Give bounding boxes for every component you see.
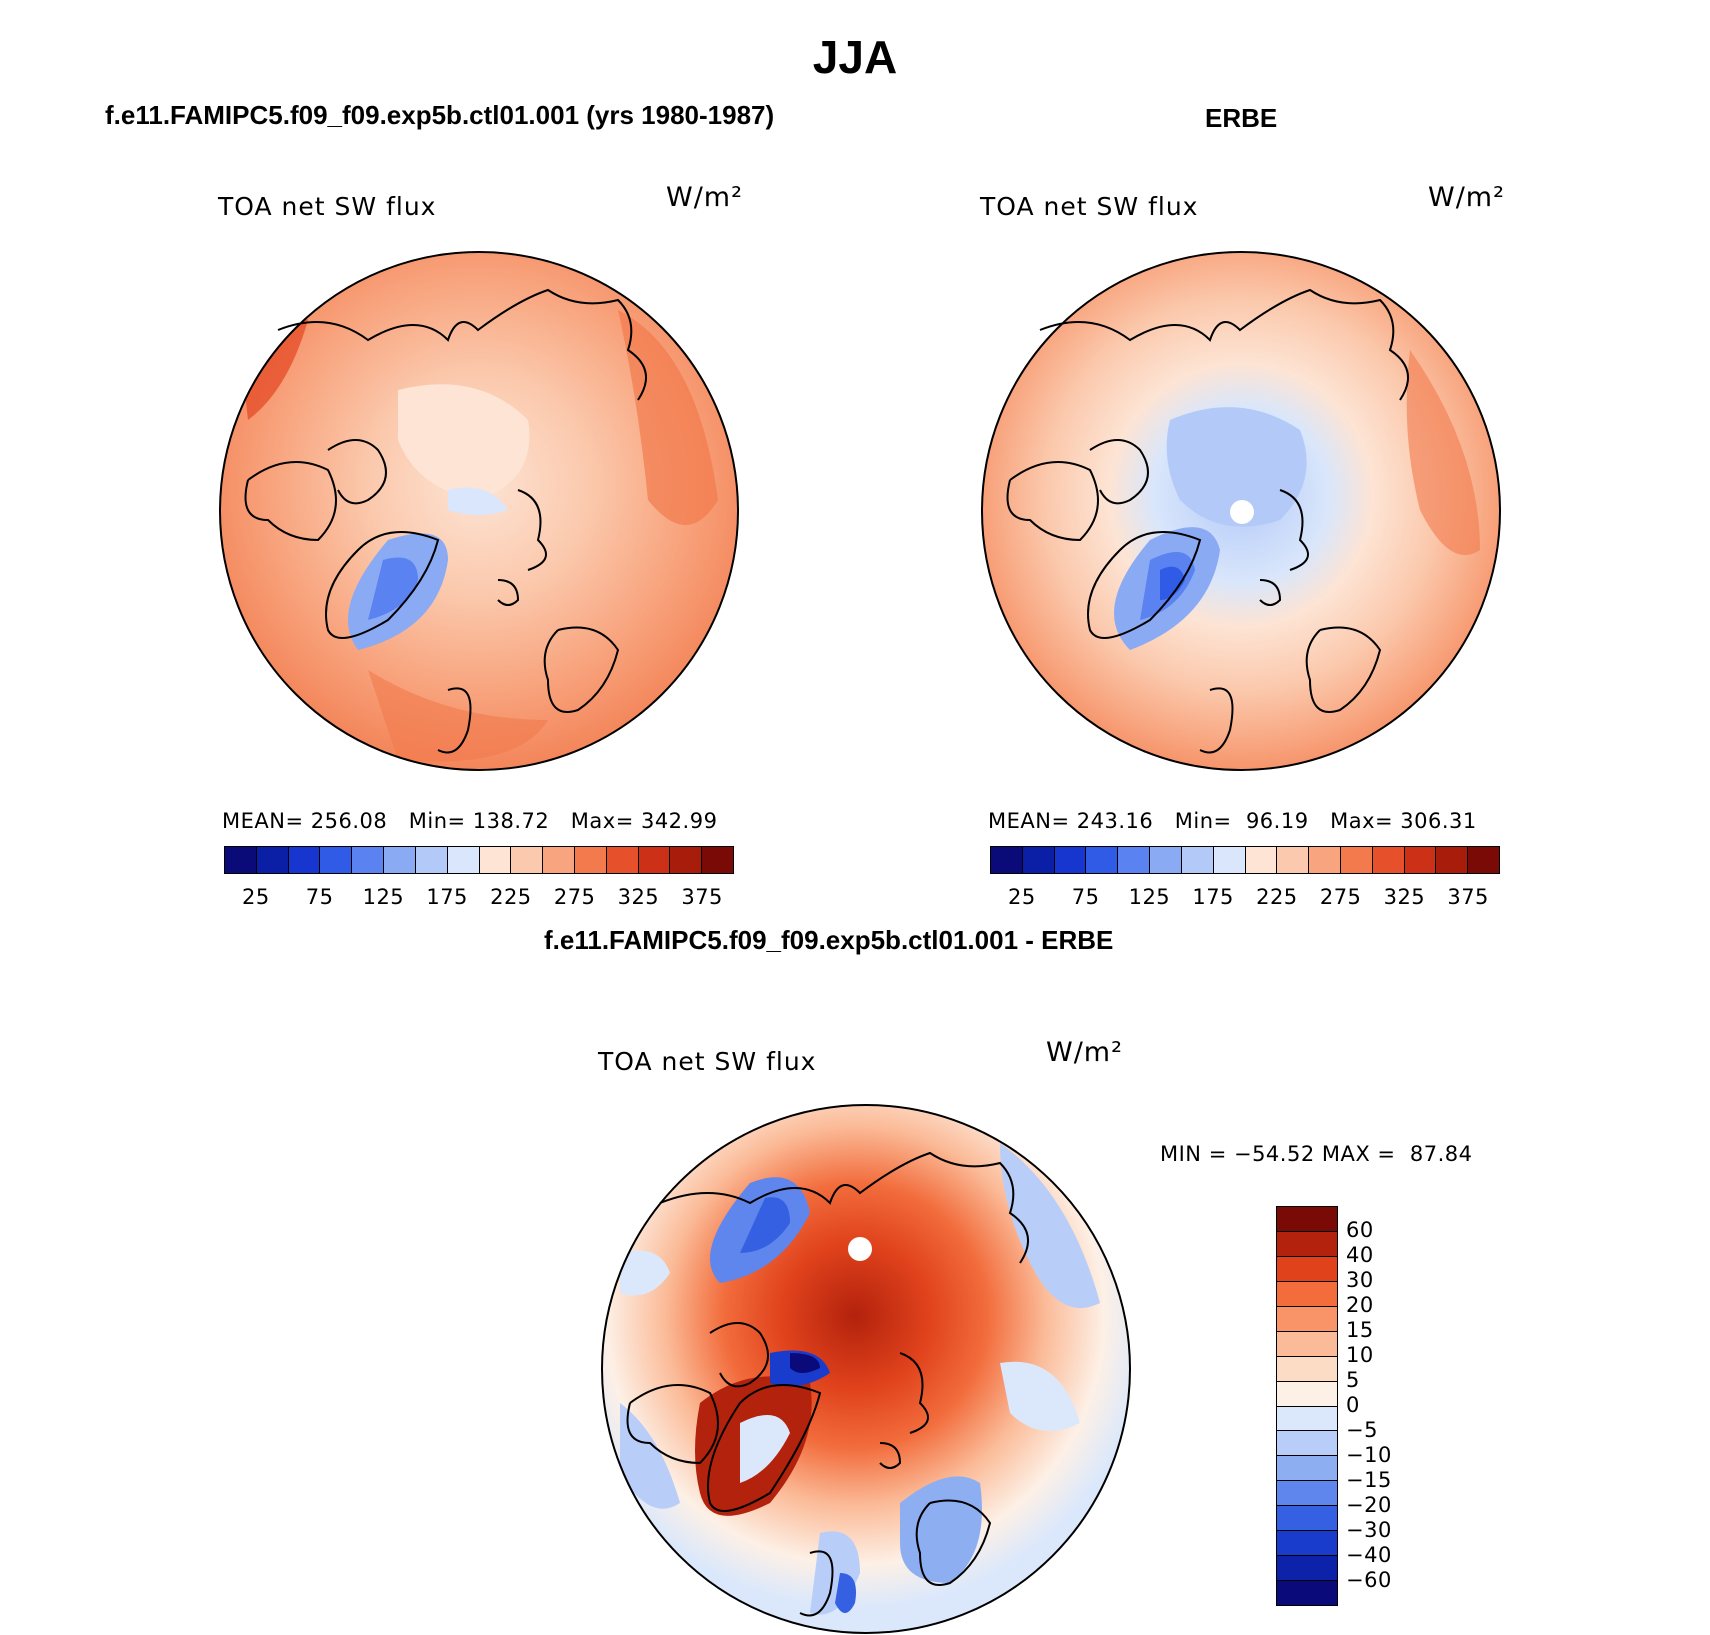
colorbar-tick-label: 225	[490, 885, 532, 909]
colorbar-swatch	[1277, 1256, 1337, 1282]
colorbar-swatch	[1054, 847, 1087, 873]
colorbar-tick-label: 75	[305, 885, 334, 909]
colorbar-swatch	[415, 847, 448, 873]
panel-3-header: f.e11.FAMIPC5.f09_f09.exp5b.ctl01.001 - …	[544, 925, 1114, 955]
colorbar-tick-label: −30	[1346, 1518, 1392, 1542]
colorbar-swatch	[288, 847, 321, 873]
colorbar-swatch	[1245, 847, 1278, 873]
colorbar-swatch	[1277, 1556, 1337, 1582]
panel-3-units: W/m²	[1046, 1037, 1123, 1068]
panel-3-stats: MIN = −54.52 MAX = 87.84	[1160, 1142, 1473, 1166]
colorbar-swatch	[702, 847, 733, 873]
panel-3-variable-label: TOA net SW flux	[598, 1047, 817, 1076]
colorbar-tick-label: 275	[1319, 885, 1362, 909]
figure-title: JJA	[812, 31, 898, 83]
colorbar-swatch	[670, 847, 703, 873]
colorbar-tick-label: 25	[1008, 885, 1036, 909]
colorbar-swatch	[543, 847, 575, 873]
colorbar-swatch	[225, 847, 257, 873]
colorbar-tick-label: −60	[1346, 1568, 1392, 1592]
colorbar-tick-label: 0	[1346, 1393, 1360, 1417]
colorbar-tick-label: 175	[426, 885, 468, 909]
panel-3-colorbar	[1276, 1206, 1338, 1606]
panel-2-variable-label: TOA net SW flux	[980, 192, 1199, 221]
panel-1-header: f.e11.FAMIPC5.f09_f09.exp5b.ctl01.001 (y…	[105, 100, 775, 130]
colorbar-tick-label: 75	[1071, 885, 1100, 909]
colorbar-swatch	[352, 847, 385, 873]
colorbar-swatch	[1150, 847, 1182, 873]
colorbar-swatch	[1277, 1281, 1337, 1307]
panel-1-units: W/m²	[666, 182, 743, 213]
panel-3-polar-map	[601, 1104, 1131, 1634]
colorbar-tick-label: 40	[1346, 1243, 1374, 1267]
colorbar-swatch	[1277, 1231, 1337, 1257]
colorbar-swatch	[1277, 1406, 1337, 1432]
colorbar-tick-label: 25	[242, 885, 270, 909]
colorbar-swatch	[1181, 847, 1214, 873]
colorbar-swatch	[1022, 847, 1055, 873]
panel-2-stats: MEAN= 243.16 Min= 96.19 Max= 306.31	[988, 809, 1477, 833]
colorbar-tick-label: 325	[1383, 885, 1426, 909]
colorbar-swatch	[1277, 1306, 1337, 1332]
colorbar-tick-label: 30	[1346, 1268, 1374, 1292]
colorbar-swatch	[1436, 847, 1469, 873]
colorbar-swatch	[1277, 1481, 1337, 1507]
colorbar-tick-label: 375	[681, 885, 723, 909]
colorbar-swatch	[1468, 847, 1499, 873]
panel-2-units: W/m²	[1428, 182, 1505, 213]
colorbar-tick-label: 325	[617, 885, 660, 909]
colorbar-swatch	[991, 847, 1023, 873]
colorbar-swatch	[1277, 1331, 1337, 1357]
colorbar-tick-label: 125	[362, 885, 405, 909]
colorbar-swatch	[1340, 847, 1373, 873]
panel-1-stats: MEAN= 256.08 Min= 138.72 Max= 342.99	[222, 809, 718, 833]
colorbar-tick-label: −20	[1346, 1493, 1392, 1517]
colorbar-swatch	[1277, 1356, 1337, 1382]
colorbar-tick-label: 5	[1346, 1368, 1360, 1392]
colorbar-tick-label: 175	[1192, 885, 1234, 909]
colorbar-tick-label: −10	[1346, 1443, 1392, 1467]
colorbar-tick-label: −40	[1346, 1543, 1392, 1567]
colorbar-tick-label: 20	[1346, 1293, 1374, 1317]
colorbar-tick-label: 225	[1256, 885, 1298, 909]
colorbar-swatch	[1277, 1581, 1337, 1605]
colorbar-swatch	[1277, 1207, 1337, 1232]
colorbar-swatch	[447, 847, 480, 873]
colorbar-swatch	[479, 847, 512, 873]
colorbar-swatch	[1277, 1456, 1337, 1482]
colorbar-tick-label: −5	[1346, 1418, 1378, 1442]
colorbar-swatch	[511, 847, 544, 873]
colorbar-swatch	[1086, 847, 1119, 873]
colorbar-tick-label: 60	[1346, 1218, 1374, 1242]
colorbar-swatch	[1404, 847, 1437, 873]
colorbar-tick-label: 275	[553, 885, 596, 909]
panel-1-polar-map	[219, 251, 739, 771]
colorbar-swatch	[1277, 1506, 1337, 1532]
panel-1-colorbar	[224, 846, 734, 874]
colorbar-swatch	[1118, 847, 1151, 873]
panel-2-header: ERBE	[1205, 103, 1278, 133]
colorbar-tick-label: 125	[1128, 885, 1171, 909]
colorbar-swatch	[1277, 847, 1310, 873]
colorbar-tick-label: 375	[1447, 885, 1489, 909]
colorbar-swatch	[256, 847, 289, 873]
colorbar-swatch	[606, 847, 639, 873]
colorbar-swatch	[1277, 1531, 1337, 1557]
colorbar-swatch	[384, 847, 416, 873]
colorbar-tick-label: −15	[1346, 1468, 1392, 1492]
colorbar-swatch	[320, 847, 353, 873]
colorbar-swatch	[574, 847, 607, 873]
panel-1-variable-label: TOA net SW flux	[218, 192, 437, 221]
colorbar-swatch	[638, 847, 671, 873]
panel-2-colorbar	[990, 846, 1500, 874]
colorbar-swatch	[1277, 1381, 1337, 1407]
colorbar-swatch	[1213, 847, 1246, 873]
colorbar-swatch	[1372, 847, 1405, 873]
colorbar-swatch	[1277, 1431, 1337, 1457]
colorbar-tick-label: 10	[1346, 1343, 1374, 1367]
colorbar-swatch	[1309, 847, 1341, 873]
colorbar-tick-label: 15	[1346, 1318, 1374, 1342]
panel-2-polar-map	[981, 251, 1501, 771]
